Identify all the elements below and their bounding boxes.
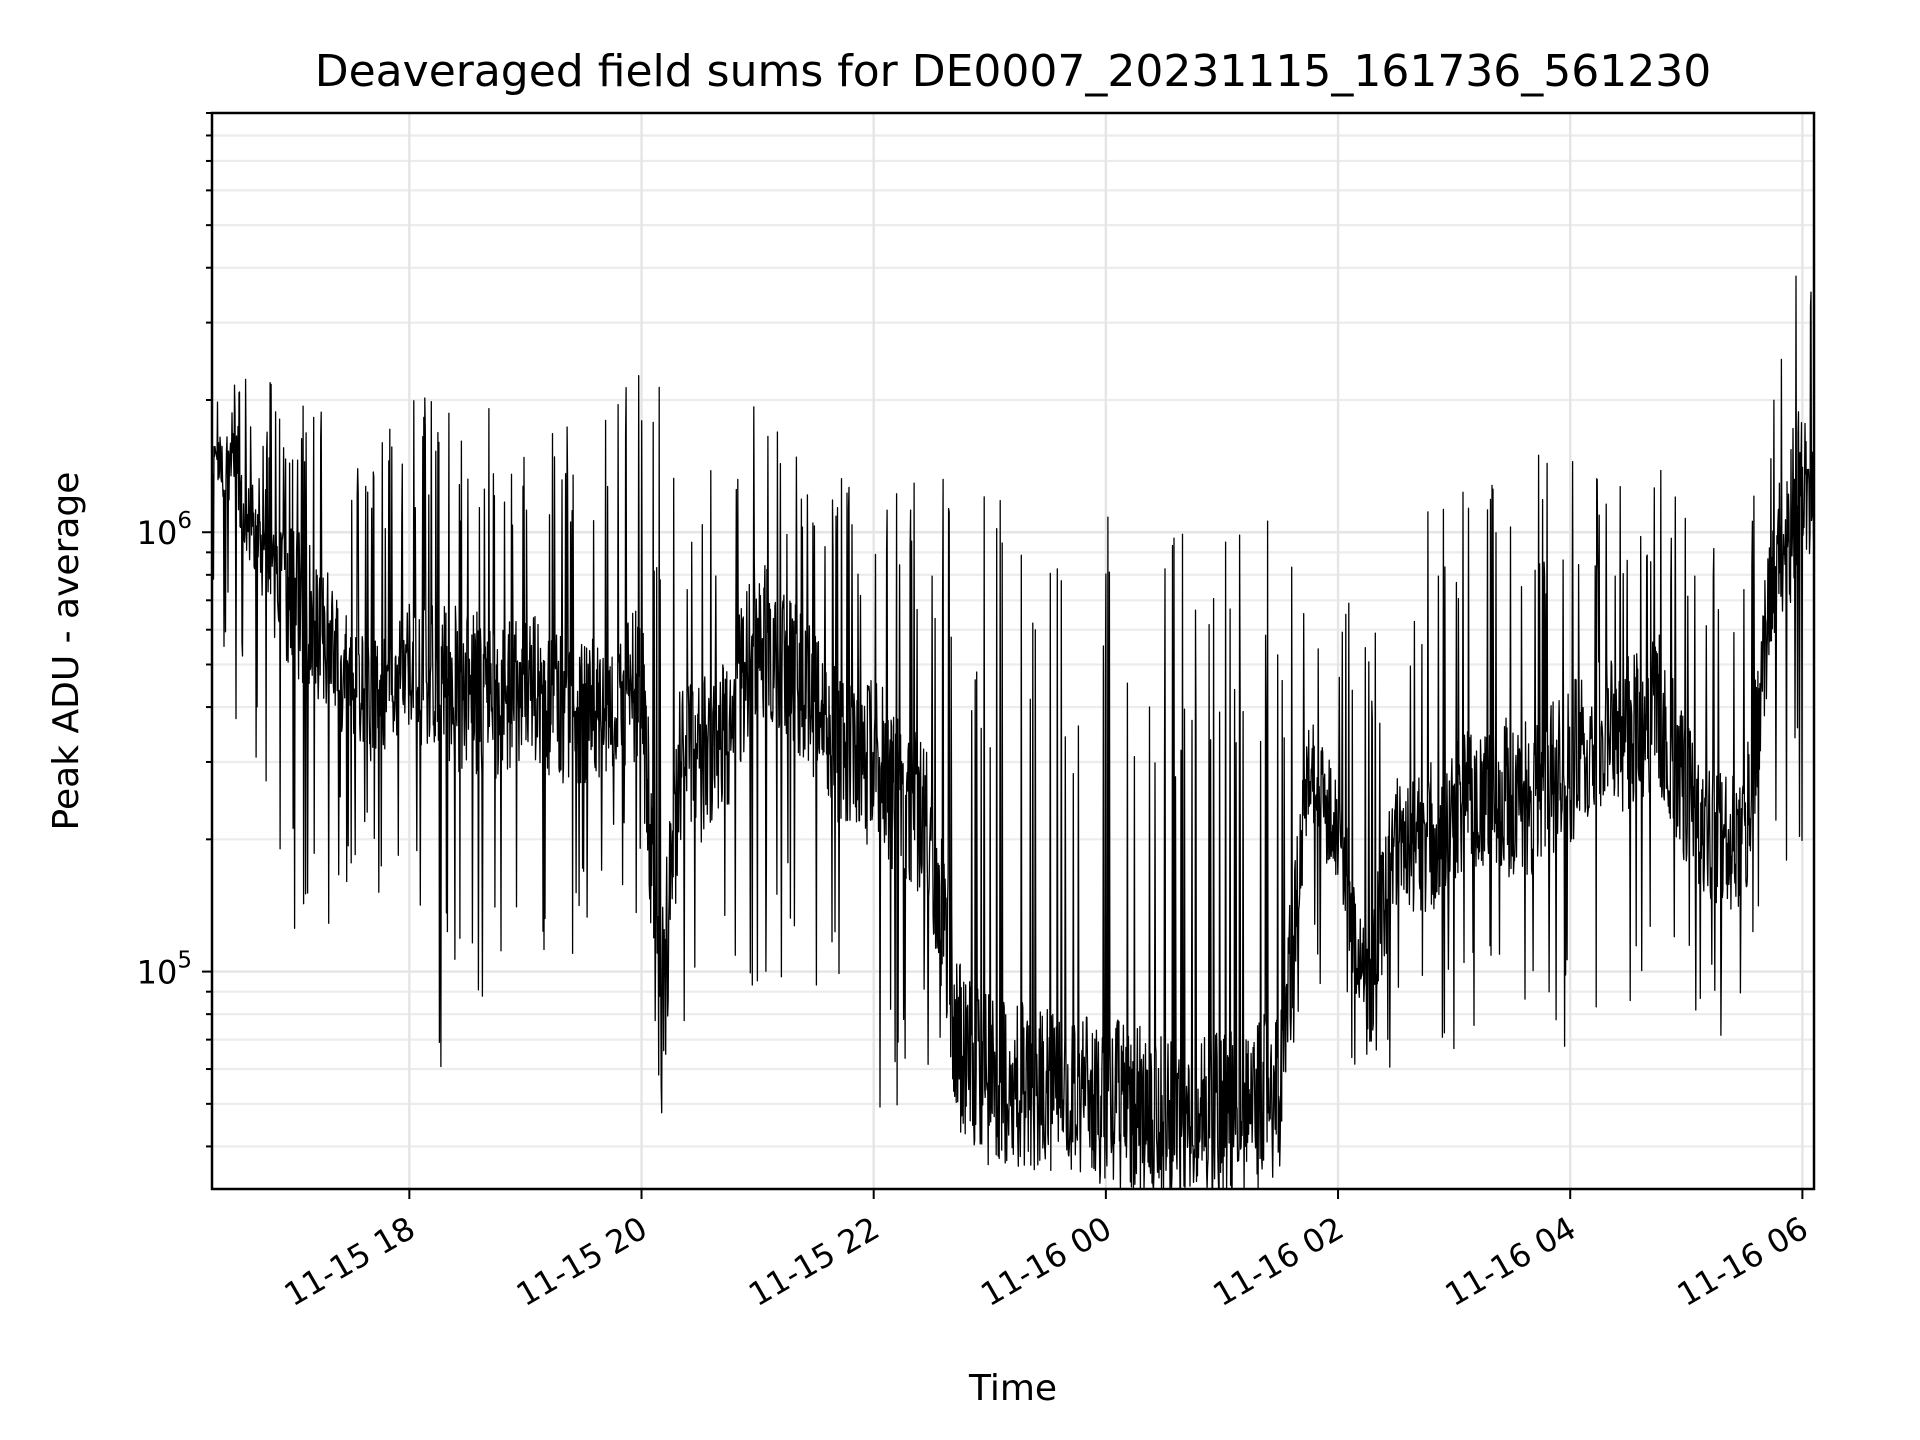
series-layer <box>211 275 1815 1190</box>
x-axis-label: Time <box>968 1368 1057 1409</box>
y-axis-label: Peak ADU - average <box>46 472 87 831</box>
chart-title: Deaveraged field sums for DE0007_2023111… <box>315 46 1712 97</box>
series-line <box>211 275 1815 1190</box>
plot-frame <box>210 111 1816 1191</box>
y-tick-label: 105 <box>137 948 192 992</box>
y-axis: 105 106 <box>137 112 212 1148</box>
y-tick-label: 106 <box>137 508 192 552</box>
